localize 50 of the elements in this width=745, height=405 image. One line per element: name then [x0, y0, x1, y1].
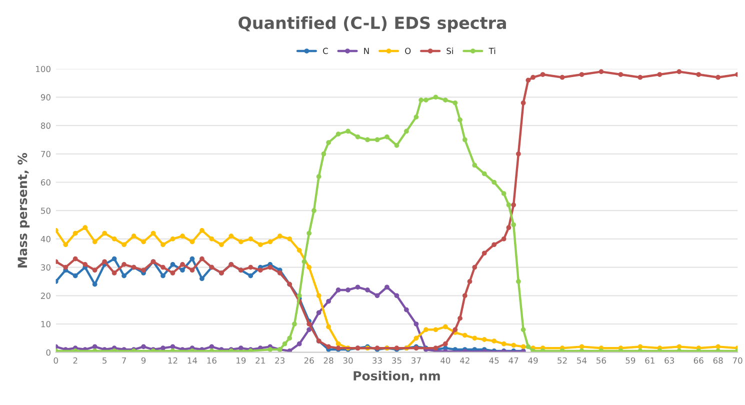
x-tick-label: 56	[596, 357, 606, 364]
x-tick-label: 7	[122, 357, 126, 364]
x-axis-title: Position, nm	[354, 370, 440, 382]
x-tick-label: 52	[558, 357, 567, 364]
y-tick-label: 70	[41, 150, 50, 158]
x-tick-label: 66	[694, 357, 704, 364]
x-tick-label: 70	[732, 357, 742, 364]
y-tick-label: 40	[40, 236, 50, 242]
y-tick-label: 50	[41, 208, 50, 214]
y-tick-label: 80	[40, 122, 50, 129]
x-tick-label: 28	[324, 357, 334, 364]
y-tick-label: 30	[41, 264, 50, 271]
chart-title: Quantified (C-L) EDS spectra	[238, 16, 506, 32]
y-tick-label: 20	[41, 292, 50, 299]
x-tick-label: 42	[460, 357, 470, 364]
y-tick-label: 90	[40, 94, 50, 100]
x-tick-label: 30	[343, 357, 353, 364]
y-tick-label: 100	[36, 66, 50, 72]
x-tick-label: 61	[645, 357, 654, 364]
x-tick-label: 54	[577, 357, 587, 364]
legend-label: Si	[446, 48, 453, 54]
y-axis-title: Mass persent, %	[18, 152, 30, 268]
x-tick-label: 45	[489, 357, 499, 364]
y-tick-label: 60	[40, 179, 50, 186]
x-tick-label: 40	[440, 357, 450, 364]
y-tick-label: 10	[41, 320, 50, 328]
legend-label: C	[323, 48, 328, 54]
y-tick-label: 0	[46, 349, 50, 356]
x-tick-label: 16	[207, 357, 216, 364]
x-tick-label: 21	[256, 357, 265, 364]
x-tick-label: 26	[304, 357, 314, 364]
legend-label: N	[364, 48, 369, 54]
legend-label: O	[405, 48, 411, 54]
x-tick-label: 33	[372, 357, 382, 364]
x-tick-label: 47	[508, 357, 518, 364]
x-tick-label: 12	[168, 357, 178, 364]
x-tick-label: 0	[54, 357, 58, 364]
x-tick-label: 63	[664, 357, 674, 364]
x-tick-label: 5	[102, 357, 106, 364]
x-tick-label: 68	[713, 357, 723, 364]
x-tick-label: 37	[412, 357, 421, 364]
x-tick-label: 9	[141, 357, 146, 364]
x-tick-label: 59	[626, 357, 636, 364]
x-tick-label: 2	[73, 357, 78, 364]
x-tick-label: 35	[392, 357, 402, 364]
legend-label: Ti	[488, 48, 496, 54]
x-tick-label: 23	[275, 357, 284, 364]
x-tick-label: 14	[188, 357, 198, 364]
x-tick-label: 19	[236, 357, 246, 364]
x-tick-label: 49	[528, 357, 538, 364]
